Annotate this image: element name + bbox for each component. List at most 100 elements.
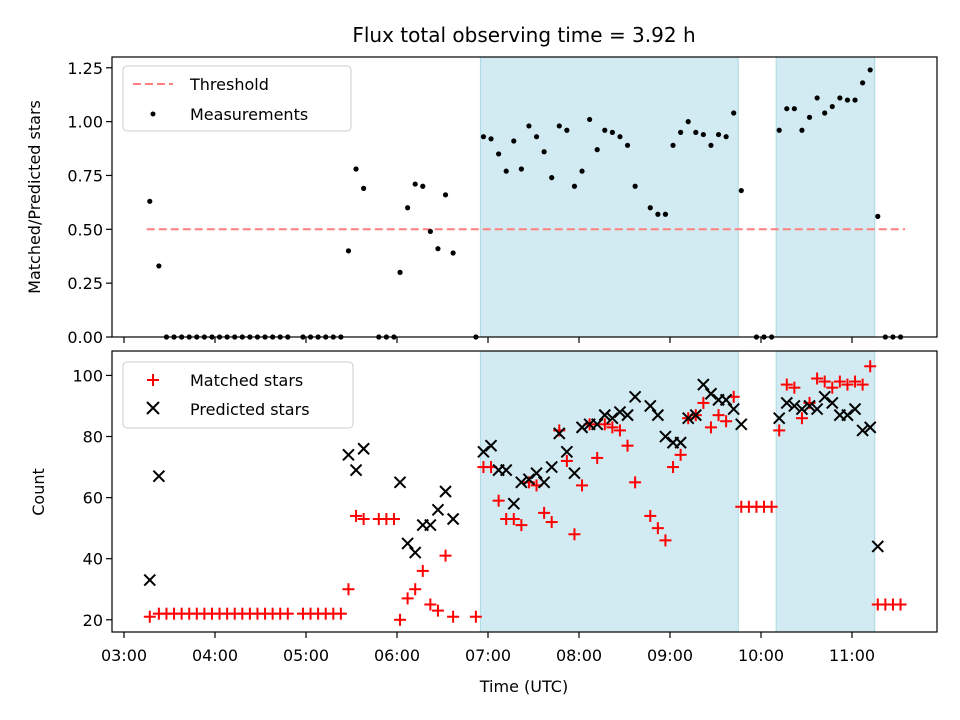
bottom-legend-box [122,361,354,429]
matched-stars-point [334,607,347,620]
measurement-point [533,134,540,140]
measurement-point [875,213,881,219]
bottom-legend: Matched stars Predicted stars [122,361,354,429]
matched-stars-point [864,360,877,373]
observing-window [479,56,739,338]
predicted-stars-point [704,387,718,400]
observing-window [479,350,739,633]
y-tick-label: 0.75 [67,166,103,185]
predicted-stars-point [810,402,824,416]
predicted-stars-point [719,393,733,407]
matched-stars-point [697,396,710,409]
measurement-point [594,147,600,153]
x-tick-label: 10:00 [738,646,784,665]
predicted-stars-point [651,408,665,422]
predicted-stars-point [848,402,862,416]
predicted-stars-point [826,396,839,410]
measurement-point [571,183,578,189]
x-axis-label: Time (UTC) [479,677,568,696]
matched-stars-point [788,381,801,394]
predicted-stars-point [621,408,634,422]
x-tick-label: 04:00 [192,646,238,665]
matched-stars-point [659,534,672,547]
measurement-point [564,127,570,133]
measurement-point [776,127,782,133]
matched-stars-point [598,418,611,431]
x-tick-label: 07:00 [465,646,511,665]
measurement-point [503,168,509,174]
legend-measurements-swatch [150,111,156,117]
x-tick-label: 08:00 [556,646,602,665]
y-tick-label: 0.25 [67,274,103,293]
measurement-point [715,131,722,138]
matched-stars-point [492,494,505,507]
top-x-axis-ticks [123,337,853,343]
matched-stars-point [849,375,862,388]
measurement-point [632,183,638,189]
x-tick-label: 03:00 [101,646,147,665]
measurement-point [693,129,699,135]
bottom-observing-windows [479,350,876,633]
predicted-stars-point [560,445,574,459]
observing-window [775,56,876,338]
measurement-point [617,134,623,140]
bottom-y-axis-ticks: 20 40 60 80 100 [72,366,112,630]
top-legend: Threshold Measurements [122,65,352,132]
measurement-point [496,151,502,157]
predicted-stars-point [644,399,657,413]
predicted-stars-point [856,424,869,437]
matched-stars-point [409,583,422,596]
matched-stars-point [591,451,604,464]
measurement-point [345,248,352,254]
predicted-stars-point [393,476,407,489]
predicted-stars-point [871,540,884,553]
matched-stars-point [439,549,452,562]
measurement-point [624,142,631,148]
matched-stars-point [651,522,664,535]
top-y-axis-label: Matched/Predicted stars [25,100,44,294]
matched-stars-point [818,375,831,388]
matched-stars-point [576,479,589,492]
measurement-point [556,123,562,129]
matched-stars-point [515,519,528,532]
measurement-point [541,149,547,155]
measurement-point [837,95,843,101]
legend-predicted-swatch [146,401,160,415]
predicted-stars-point [499,463,513,477]
top-y-axis-ticks: 0.00 0.25 0.50 0.75 1.00 1.25 [67,59,112,347]
predicted-stars-point [568,466,581,480]
matched-stars-point [560,454,573,467]
measurement-point [397,269,403,275]
y-tick-label: 80 [83,428,103,447]
matched-stars-point [469,610,482,623]
predicted-stars-point [401,537,414,550]
matched-stars-point [350,509,363,522]
measurement-point [435,246,441,252]
measurement-point [442,192,449,198]
y-tick-label: 20 [83,611,103,630]
measurement-point [412,181,418,187]
y-tick-label: 60 [83,489,103,508]
observing-window [775,350,876,633]
predicted-stars-point [780,396,793,410]
y-tick-label: 40 [83,550,103,569]
measurement-point [587,116,593,123]
predicted-stars-point [515,476,528,489]
measurement-point [708,142,714,148]
matched-stars-point [143,610,156,623]
y-tick-label: 0.00 [67,328,103,347]
matched-stars-point [545,516,558,529]
matched-stars-point [644,509,657,522]
predicted-stars-point [772,411,786,425]
y-tick-label: 1.25 [67,59,103,78]
predicted-stars-point [795,402,809,416]
measurement-points [147,67,904,340]
predicted-stars-point [788,399,801,413]
matched-stars-point [780,378,793,391]
measurement-point [526,123,532,129]
matched-stars-point [773,424,786,437]
measurement-point [829,103,835,110]
matched-stars-point [833,375,846,388]
measurement-point [511,138,517,144]
